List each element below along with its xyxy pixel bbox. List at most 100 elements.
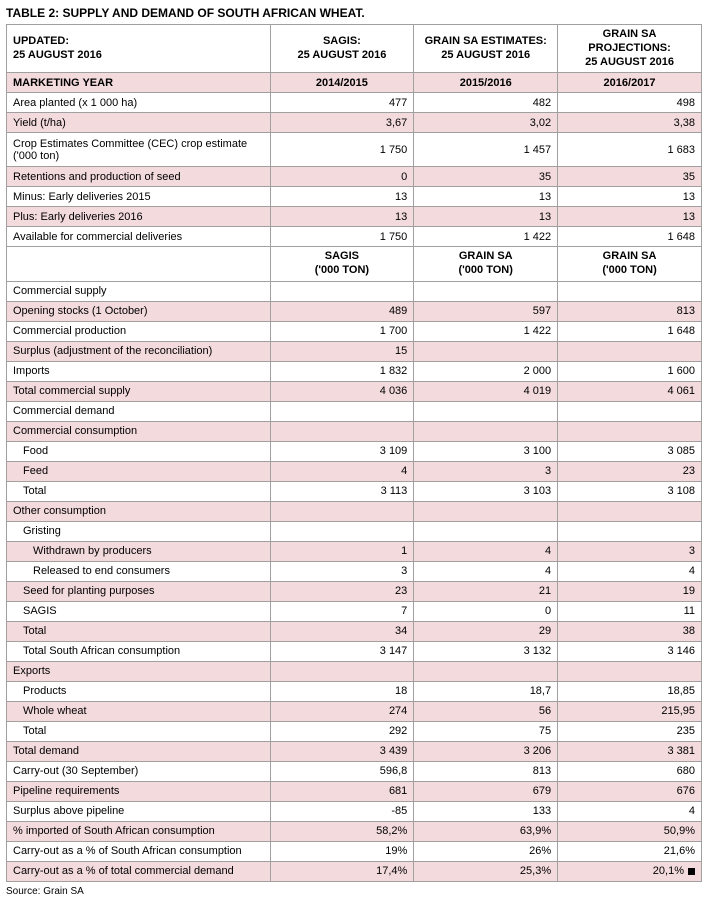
row-value: 4: [558, 561, 702, 581]
row-value: [558, 501, 702, 521]
row-label: Exports: [7, 661, 271, 681]
end-mark-icon: [688, 868, 695, 875]
row-value: 11: [558, 601, 702, 621]
row-value: 3 100: [414, 441, 558, 461]
row-value: GRAIN SA('000 TON): [414, 247, 558, 282]
row-value: 1 750: [270, 227, 414, 247]
row-value: 21,6%: [558, 841, 702, 861]
table-row: Pipeline requirements681679676: [7, 781, 702, 801]
row-value: 1 683: [558, 133, 702, 167]
row-value: 215,95: [558, 701, 702, 721]
row-value: 20,1%: [558, 861, 702, 881]
row-value: 3: [270, 561, 414, 581]
row-value: 7: [270, 601, 414, 621]
row-value: 18: [270, 681, 414, 701]
table-row: Available for commercial deliveries1 750…: [7, 227, 702, 247]
row-value: 596,8: [270, 761, 414, 781]
row-value: SAGIS('000 TON): [270, 247, 414, 282]
table-row: % imported of South African consumption5…: [7, 821, 702, 841]
row-label: Yield (t/ha): [7, 113, 271, 133]
row-value: 4: [270, 461, 414, 481]
table-row: UPDATED:25 AUGUST 2016SAGIS:25 AUGUST 20…: [7, 25, 702, 73]
table-row: SAGIS('000 TON)GRAIN SA('000 TON)GRAIN S…: [7, 247, 702, 282]
table-row: Gristing: [7, 521, 702, 541]
table-row: Total29275235: [7, 721, 702, 741]
row-value: 13: [558, 207, 702, 227]
row-label: Surplus above pipeline: [7, 801, 271, 821]
row-value: -85: [270, 801, 414, 821]
row-value: 680: [558, 761, 702, 781]
row-label: Withdrawn by producers: [7, 541, 271, 561]
row-value: [414, 421, 558, 441]
row-label: Commercial production: [7, 321, 271, 341]
row-value: 1 600: [558, 361, 702, 381]
row-value: 597: [414, 301, 558, 321]
table-row: MARKETING YEAR2014/20152015/20162016/201…: [7, 73, 702, 93]
row-value: 13: [414, 187, 558, 207]
row-value: 23: [558, 461, 702, 481]
row-value: SAGIS:25 AUGUST 2016: [270, 25, 414, 73]
table-row: Feed4323: [7, 461, 702, 481]
table-row: Total demand3 4393 2063 381: [7, 741, 702, 761]
row-value: 15: [270, 341, 414, 361]
table-row: Crop Estimates Committee (CEC) crop esti…: [7, 133, 702, 167]
row-value: 274: [270, 701, 414, 721]
row-value: 3 132: [414, 641, 558, 661]
row-label: Whole wheat: [7, 701, 271, 721]
row-label: Carry-out (30 September): [7, 761, 271, 781]
row-label: Area planted (x 1 000 ha): [7, 93, 271, 113]
row-label: Seed for planting purposes: [7, 581, 271, 601]
supply-demand-table: UPDATED:25 AUGUST 2016SAGIS:25 AUGUST 20…: [6, 24, 702, 882]
row-label: Available for commercial deliveries: [7, 227, 271, 247]
row-label: SAGIS: [7, 601, 271, 621]
table-row: Other consumption: [7, 501, 702, 521]
row-value: [414, 341, 558, 361]
row-value: 1 648: [558, 227, 702, 247]
row-value: 679: [414, 781, 558, 801]
row-label: Imports: [7, 361, 271, 381]
row-value: GRAIN SA('000 TON): [558, 247, 702, 282]
row-value: 1 832: [270, 361, 414, 381]
row-value: [558, 341, 702, 361]
table-row: Total342938: [7, 621, 702, 641]
row-value: 1 422: [414, 321, 558, 341]
row-value: GRAIN SA PROJECTIONS:25 AUGUST 2016: [558, 25, 702, 73]
table-row: Commercial demand: [7, 401, 702, 421]
table-row: Total3 1133 1033 108: [7, 481, 702, 501]
row-label: Food: [7, 441, 271, 461]
row-value: 3 108: [558, 481, 702, 501]
row-value: 1 457: [414, 133, 558, 167]
table-row: Released to end consumers344: [7, 561, 702, 581]
row-value: 3 381: [558, 741, 702, 761]
row-label: Total demand: [7, 741, 271, 761]
row-label: Retentions and production of seed: [7, 167, 271, 187]
row-value: 4 019: [414, 381, 558, 401]
row-value: [270, 401, 414, 421]
row-value: 13: [414, 207, 558, 227]
table-row: Imports1 8322 0001 600: [7, 361, 702, 381]
table-row: Yield (t/ha)3,673,023,38: [7, 113, 702, 133]
row-value: 3: [414, 461, 558, 481]
row-value: 4: [558, 801, 702, 821]
row-value: 498: [558, 93, 702, 113]
row-value: 2016/2017: [558, 73, 702, 93]
row-value: [558, 281, 702, 301]
row-label: Plus: Early deliveries 2016: [7, 207, 271, 227]
row-value: [270, 521, 414, 541]
table-row: Commercial production1 7001 4221 648: [7, 321, 702, 341]
row-value: 3 439: [270, 741, 414, 761]
row-value: 3,38: [558, 113, 702, 133]
row-label: % imported of South African consumption: [7, 821, 271, 841]
row-value: 56: [414, 701, 558, 721]
row-value: 4: [414, 541, 558, 561]
row-value: 3,67: [270, 113, 414, 133]
row-value: 19: [558, 581, 702, 601]
row-label: Minus: Early deliveries 2015: [7, 187, 271, 207]
table-row: Total commercial supply4 0364 0194 061: [7, 381, 702, 401]
row-value: 676: [558, 781, 702, 801]
row-value: 1 750: [270, 133, 414, 167]
table-row: Surplus (adjustment of the reconciliatio…: [7, 341, 702, 361]
row-label: Pipeline requirements: [7, 781, 271, 801]
row-value: [414, 661, 558, 681]
row-value: [558, 401, 702, 421]
